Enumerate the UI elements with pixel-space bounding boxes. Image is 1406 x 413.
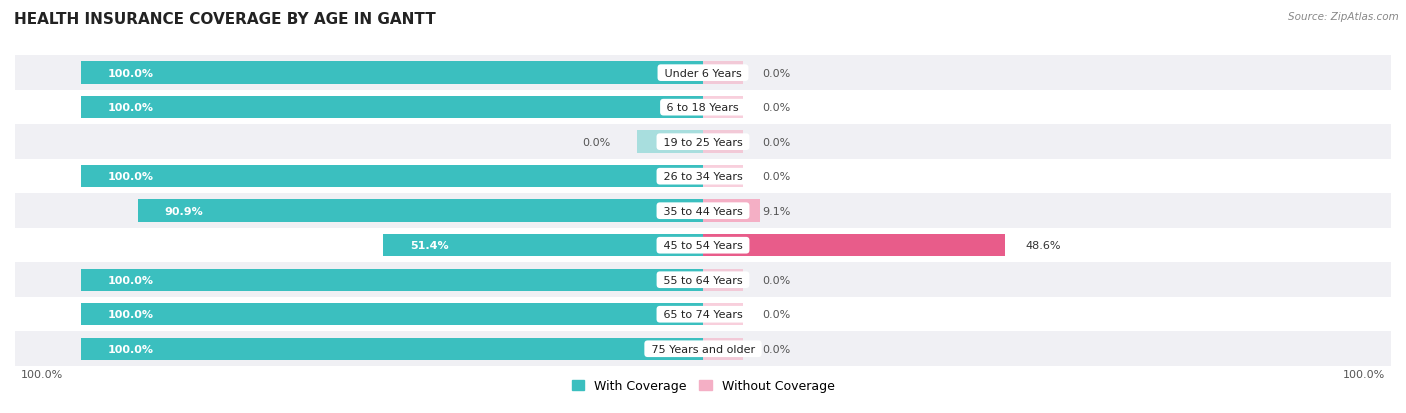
Text: 100.0%: 100.0%	[108, 103, 153, 113]
Text: 90.9%: 90.9%	[165, 206, 202, 216]
Text: 0.0%: 0.0%	[762, 172, 790, 182]
Bar	[703, 131, 742, 154]
Bar	[138, 200, 703, 222]
Bar	[15, 263, 1391, 297]
Text: 0.0%: 0.0%	[762, 69, 790, 78]
Text: 0.0%: 0.0%	[762, 275, 790, 285]
Text: Under 6 Years: Under 6 Years	[661, 69, 745, 78]
Text: HEALTH INSURANCE COVERAGE BY AGE IN GANTT: HEALTH INSURANCE COVERAGE BY AGE IN GANT…	[14, 12, 436, 27]
Bar	[82, 338, 703, 360]
Text: 6 to 18 Years: 6 to 18 Years	[664, 103, 742, 113]
Text: 55 to 64 Years: 55 to 64 Years	[659, 275, 747, 285]
Text: 0.0%: 0.0%	[762, 138, 790, 147]
Text: 100.0%: 100.0%	[108, 172, 153, 182]
Text: 51.4%: 51.4%	[411, 241, 449, 251]
Bar	[703, 338, 742, 360]
Bar	[703, 303, 742, 326]
Text: 48.6%: 48.6%	[1025, 241, 1060, 251]
Bar	[15, 332, 1391, 366]
Legend: With Coverage, Without Coverage: With Coverage, Without Coverage	[567, 374, 839, 397]
Text: 0.0%: 0.0%	[762, 103, 790, 113]
Bar	[15, 56, 1391, 91]
Bar	[703, 166, 742, 188]
Text: Source: ZipAtlas.com: Source: ZipAtlas.com	[1288, 12, 1399, 22]
Text: 26 to 34 Years: 26 to 34 Years	[659, 172, 747, 182]
Text: 19 to 25 Years: 19 to 25 Years	[659, 138, 747, 147]
Text: 9.1%: 9.1%	[762, 206, 792, 216]
Text: 100.0%: 100.0%	[108, 69, 153, 78]
Bar	[15, 194, 1391, 228]
Text: 0.0%: 0.0%	[762, 309, 790, 320]
Text: 35 to 44 Years: 35 to 44 Years	[659, 206, 747, 216]
Bar	[82, 166, 703, 188]
Bar	[15, 228, 1391, 263]
Text: 100.0%: 100.0%	[108, 344, 153, 354]
Bar	[703, 235, 1005, 257]
Bar	[15, 297, 1391, 332]
Bar	[703, 97, 742, 119]
Text: 0.0%: 0.0%	[762, 344, 790, 354]
Bar	[703, 62, 742, 85]
Text: 45 to 54 Years: 45 to 54 Years	[659, 241, 747, 251]
Text: 100.0%: 100.0%	[108, 275, 153, 285]
Bar	[82, 62, 703, 85]
Bar	[15, 159, 1391, 194]
Bar	[15, 125, 1391, 159]
Bar	[637, 131, 703, 154]
Text: 75 Years and older: 75 Years and older	[648, 344, 758, 354]
Text: 0.0%: 0.0%	[582, 138, 610, 147]
Bar	[82, 303, 703, 326]
Bar	[703, 269, 742, 291]
Bar	[703, 200, 759, 222]
Bar	[15, 91, 1391, 125]
Bar	[82, 97, 703, 119]
Text: 100.0%: 100.0%	[108, 309, 153, 320]
Text: 65 to 74 Years: 65 to 74 Years	[659, 309, 747, 320]
Bar	[82, 269, 703, 291]
Bar	[384, 235, 703, 257]
